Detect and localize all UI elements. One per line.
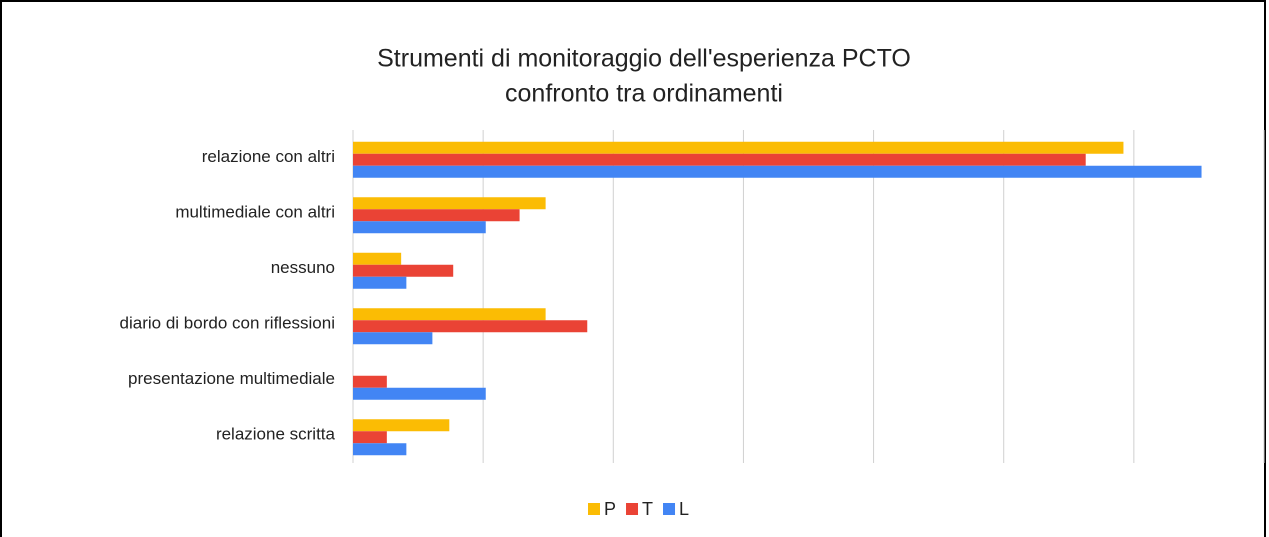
chart-title: confronto tra ordinamenti [505,80,783,108]
bar [353,165,1202,178]
legend-swatch [626,503,639,515]
y-tick-label: nessuno [271,258,335,277]
y-tick-label: relazione con altri [202,147,335,166]
bar [353,431,387,444]
bar [353,221,486,234]
bar [353,332,433,345]
bar [353,209,520,222]
chart-title: Strumenti di monitoraggio dell'esperienz… [377,45,911,73]
bar [353,308,546,321]
y-tick-label: diario di bordo con riflessioni [120,314,335,333]
bar [353,276,407,289]
bar [353,387,486,400]
bar [353,197,546,210]
bar [353,264,454,277]
legend-label: T [642,499,653,519]
legend-label: L [679,499,689,519]
bar [353,153,1086,166]
y-tick-label: presentazione multimediale [128,369,335,388]
bar [353,443,407,456]
legend-swatch [588,503,600,515]
bar [353,375,387,388]
bar [353,419,450,432]
y-tick-label: multimediale con altri [175,203,335,222]
y-tick-label: relazione scritta [216,425,336,444]
bar [353,141,1124,154]
bar [353,320,588,333]
bar [353,252,402,265]
legend-label: P [604,499,616,519]
legend-swatch [663,503,676,515]
